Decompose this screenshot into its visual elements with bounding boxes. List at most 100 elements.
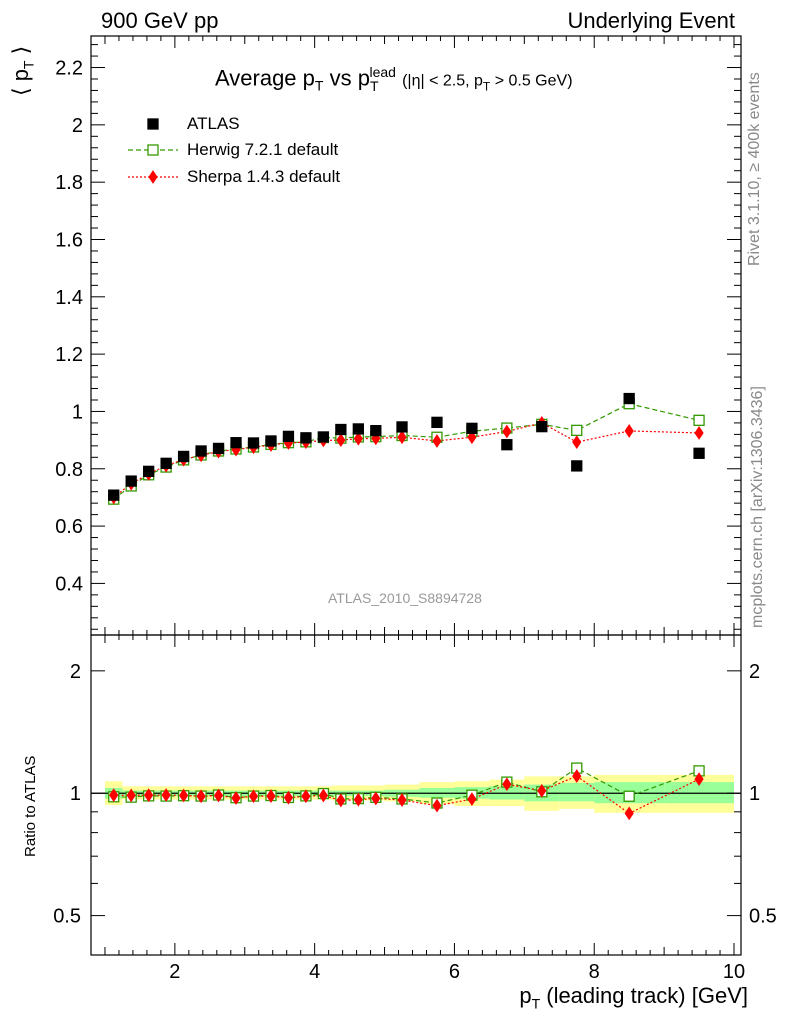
header-right: Underlying Event bbox=[567, 8, 735, 33]
atlas-point bbox=[143, 465, 155, 477]
ratio-y-tick-label-right: 0.5 bbox=[749, 906, 777, 928]
ratio-sherpa-point bbox=[353, 792, 363, 807]
ratio-sherpa-point bbox=[213, 788, 224, 803]
ratio-panel: 2 4 6 8 10 0.5 0.5 1 1 2 2 bbox=[53, 634, 777, 983]
ratio-frame bbox=[90, 634, 742, 956]
atlas-point bbox=[160, 457, 172, 469]
y-tick-label: 2 bbox=[72, 115, 83, 137]
mcplots-label: mcplots.cern.ch [arXiv:1306.3436] bbox=[749, 386, 766, 628]
y-tick-label: 1.8 bbox=[55, 172, 83, 194]
sherpa-point bbox=[624, 424, 634, 438]
rivet-label: Rivet 3.1.10, ≥ 400k events bbox=[746, 72, 763, 266]
title-cuts: (|η| < 2.5, p bbox=[402, 72, 483, 90]
y-tick-label: 1.2 bbox=[55, 344, 83, 366]
xlabel-rest: (leading track) [GeV] bbox=[540, 983, 748, 1008]
atlas-point bbox=[370, 425, 382, 437]
main-title: Average pT vs pTlead (|η| < 2.5, pT > 0.… bbox=[215, 64, 573, 94]
ratio-sherpa-point bbox=[624, 806, 634, 821]
main-panel: 0.4 0.6 0.8 1 1.2 1.4 1.6 1.8 2 2.2 bbox=[55, 35, 742, 636]
ratio-sherpa-point bbox=[432, 798, 442, 813]
sherpa-point bbox=[572, 435, 582, 450]
sherpa-point bbox=[353, 431, 363, 446]
ratio-sherpa-point bbox=[161, 788, 171, 802]
atlas-point bbox=[300, 432, 312, 444]
atlas-point bbox=[230, 437, 242, 449]
title-cuts-sub: T bbox=[482, 79, 491, 94]
atlas-point bbox=[177, 450, 190, 463]
ratio-sherpa-point bbox=[537, 783, 547, 798]
atlas-point bbox=[317, 431, 330, 443]
ratio-sherpa-point bbox=[248, 789, 259, 804]
title-sub: T bbox=[314, 77, 324, 94]
ratio-y-tick-label-right: 2 bbox=[749, 661, 760, 683]
title-main: Average p bbox=[215, 65, 315, 91]
ratio-sherpa-point bbox=[266, 789, 276, 803]
analysis-watermark: ATLAS_2010_S8894728 bbox=[328, 590, 482, 606]
legend-label-atlas: ATLAS bbox=[187, 114, 240, 133]
sherpa-point bbox=[502, 424, 512, 439]
atlas-point bbox=[335, 423, 347, 436]
legend-label-sherpa: Sherpa 1.4.3 default bbox=[187, 167, 341, 186]
ratio-sherpa-line bbox=[113, 775, 700, 815]
y-tick-label: 0.6 bbox=[55, 516, 83, 538]
ratio-sherpa-point bbox=[179, 788, 189, 803]
ratio-sherpa-point bbox=[467, 792, 477, 807]
ratio-ylabel: Ratio to ATLAS bbox=[22, 755, 39, 857]
legend-marker-atlas bbox=[147, 118, 159, 130]
atlas-point bbox=[431, 416, 443, 428]
xlabel-p: p bbox=[519, 983, 532, 1008]
ylabel-sub: T bbox=[20, 60, 37, 70]
xlabel: pT (leading track) [GeV] bbox=[519, 983, 748, 1011]
x-tick-label: 6 bbox=[449, 961, 460, 983]
atlas-point bbox=[623, 392, 635, 405]
atlas-point bbox=[195, 445, 207, 457]
atlas-point bbox=[125, 475, 137, 487]
atlas-point bbox=[396, 421, 408, 433]
ratio-sherpa-point bbox=[196, 789, 206, 804]
legend-label-herwig: Herwig 7.2.1 default bbox=[187, 140, 339, 159]
y-tick-label: 1.4 bbox=[55, 287, 83, 309]
herwig-point bbox=[571, 424, 583, 437]
ratio-y-tick-label: 1 bbox=[70, 783, 81, 805]
atlas-point bbox=[212, 442, 225, 455]
ylabel-close: ⟩ bbox=[8, 45, 33, 61]
title-cuts-end: > 0.5 GeV) bbox=[490, 72, 573, 90]
atlas-point bbox=[693, 447, 705, 459]
atlas-point bbox=[536, 420, 548, 433]
ratio-sherpa-point bbox=[301, 789, 311, 804]
x-tick-label: 10 bbox=[723, 961, 745, 983]
herwig-point bbox=[693, 414, 705, 426]
ratio-sherpa-point bbox=[694, 772, 704, 787]
sherpa-point bbox=[467, 430, 477, 445]
title-vs: vs p bbox=[323, 65, 370, 91]
sherpa-point bbox=[397, 430, 407, 445]
ratio-sherpa-point bbox=[283, 790, 294, 805]
ratio-sherpa-point bbox=[336, 793, 346, 808]
y-tick-label: 2.2 bbox=[55, 58, 83, 80]
ratio-sherpa-point bbox=[397, 793, 407, 807]
sherpa-point bbox=[694, 426, 704, 440]
y-tick-label: 1 bbox=[72, 401, 83, 423]
atlas-point bbox=[466, 422, 478, 435]
ratio-sherpa-point bbox=[126, 788, 136, 803]
atlas-point bbox=[265, 435, 277, 447]
herwig-line bbox=[113, 403, 700, 500]
ratio-sherpa-point bbox=[318, 788, 328, 803]
x-tick-label: 2 bbox=[169, 961, 180, 983]
ylabel-open: ⟨ p bbox=[8, 69, 33, 96]
xlabel-sub: T bbox=[531, 995, 541, 1012]
ratio-sherpa-point bbox=[371, 791, 381, 806]
legend-marker-sherpa bbox=[148, 170, 158, 184]
sherpa-point bbox=[336, 433, 346, 448]
title-sup-lead: lead bbox=[369, 64, 396, 80]
main-ylabel: ⟨ pT ⟩ bbox=[8, 46, 36, 96]
ratio-sherpa-point bbox=[109, 788, 119, 803]
ratio-sherpa-point bbox=[144, 788, 154, 803]
ratio-sherpa-point bbox=[502, 777, 512, 792]
x-tick-label: 4 bbox=[309, 961, 320, 983]
ratio-y-tick-label-right: 1 bbox=[749, 783, 760, 805]
ratio-herwig-point bbox=[623, 790, 635, 802]
ratio-sherpa-point bbox=[231, 791, 241, 805]
title-sub-2: T bbox=[369, 77, 379, 94]
